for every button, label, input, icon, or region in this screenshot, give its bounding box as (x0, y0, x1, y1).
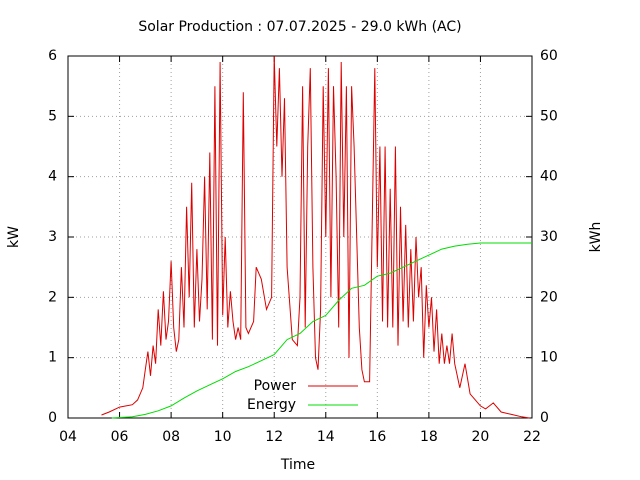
series-line (111, 242, 532, 419)
y-tick-label: 0 (48, 410, 57, 426)
y2-tick-label: 0 (540, 410, 549, 426)
x-tick-label: 12 (265, 429, 283, 445)
y2-tick-label: 60 (540, 48, 558, 64)
y2-tick-label: 50 (540, 108, 558, 124)
x-tick-label: 14 (317, 429, 335, 445)
y2-axis-label: kWh (588, 222, 604, 253)
y2-tick-label: 30 (540, 229, 558, 245)
chart-title: Solar Production : 07.07.2025 - 29.0 kWh… (138, 19, 461, 35)
y2-tick-label: 40 (540, 169, 558, 185)
y-tick-label: 1 (48, 350, 57, 366)
y2-tick-label: 20 (540, 289, 558, 305)
series-line (101, 55, 530, 419)
x-tick-label: 06 (111, 429, 129, 445)
x-tick-label: 22 (523, 429, 541, 445)
y2-tick-label: 10 (540, 350, 558, 366)
y-tick-label: 6 (48, 48, 57, 64)
y-tick-label: 2 (48, 289, 57, 305)
x-tick-label: 08 (162, 429, 180, 445)
x-tick-label: 20 (472, 429, 490, 445)
x-tick-label: 18 (420, 429, 438, 445)
plot-border (67, 55, 533, 419)
y-axis-label: kW (6, 226, 22, 248)
y-tick-label: 5 (48, 108, 57, 124)
y-tick-label: 4 (48, 169, 57, 185)
x-tick-label: 04 (59, 429, 77, 445)
legend-label: Energy (247, 397, 296, 413)
x-axis-label: Time (280, 457, 315, 473)
x-tick-label: 10 (214, 429, 232, 445)
x-tick-label: 16 (368, 429, 386, 445)
legend-label: Power (254, 378, 297, 394)
y-tick-label: 3 (48, 229, 57, 245)
